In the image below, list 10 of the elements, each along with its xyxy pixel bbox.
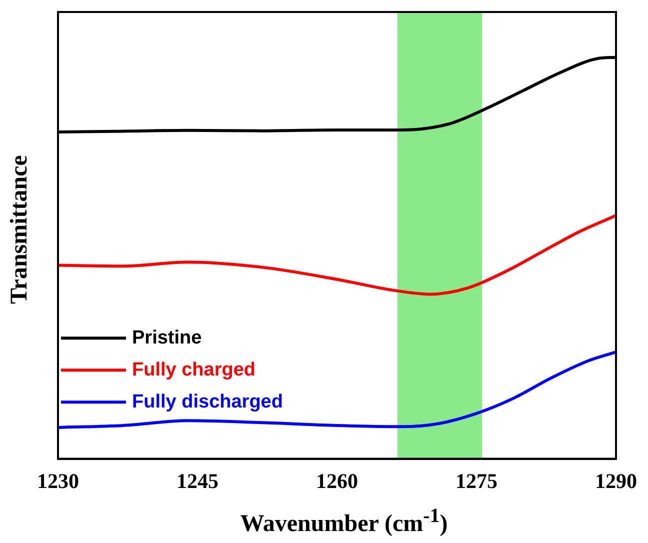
legend-label: Fully discharged: [132, 391, 283, 412]
y-axis-title: Transmittance: [6, 154, 34, 306]
x-tick-label: 1230: [37, 468, 79, 493]
x-tick-label: 1245: [176, 468, 218, 493]
x-axis-title: Wavenumber (cm$^{-1}$): [239, 505, 449, 538]
x-tick-label: 1260: [316, 468, 358, 493]
x-tick-label: 1275: [456, 468, 498, 493]
legend-label: Fully charged: [132, 359, 256, 380]
legend-label: Pristine: [132, 327, 202, 348]
x-tick-label: 1290: [595, 468, 637, 493]
